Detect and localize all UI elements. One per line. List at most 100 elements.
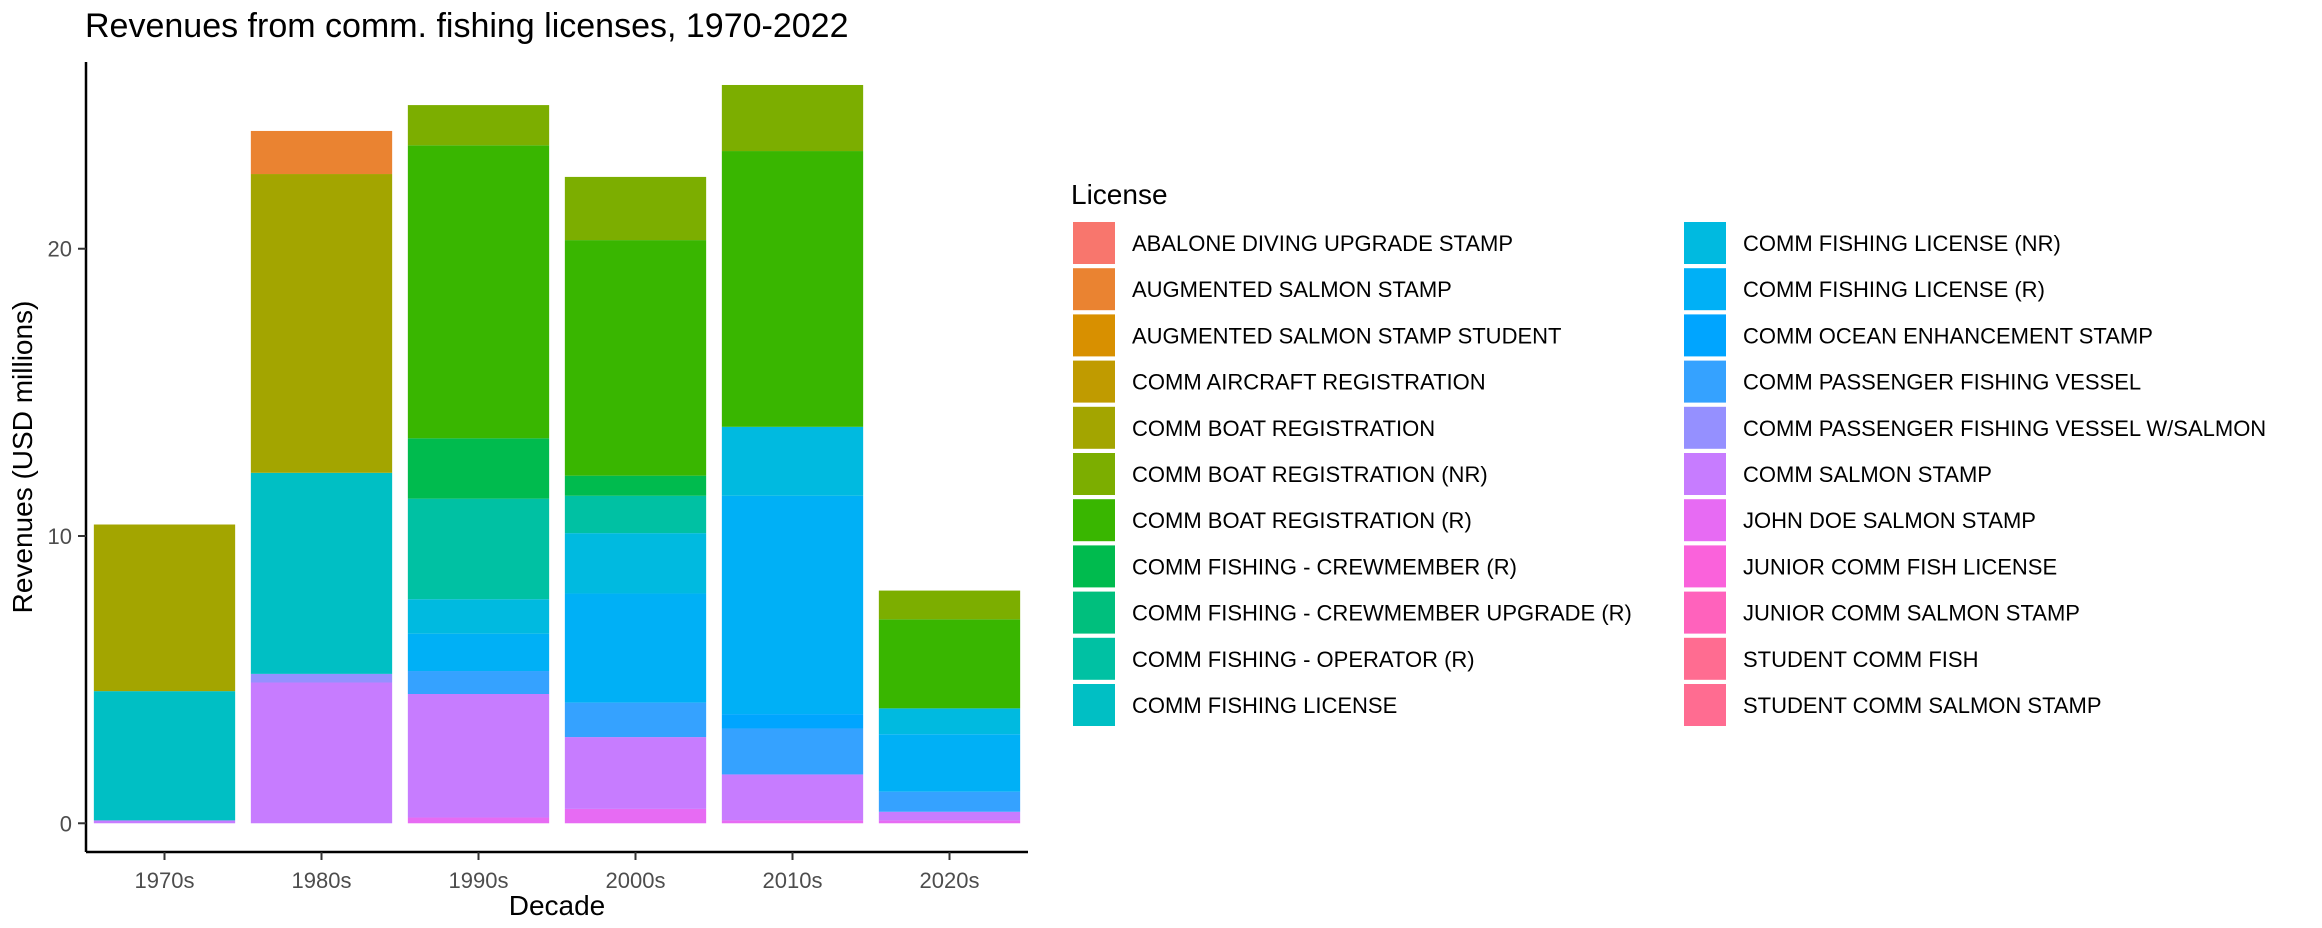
legend-swatch (1073, 268, 1115, 311)
legend-swatch (1073, 591, 1115, 634)
bar-segment (564, 240, 707, 476)
legend-items: ABALONE DIVING UPGRADE STAMP AUGMENTED SA… (1073, 222, 2266, 726)
bar-segment (407, 145, 550, 439)
legend-swatch (1073, 545, 1115, 588)
bar-segment (878, 590, 1021, 620)
bar-segment (721, 714, 864, 729)
legend-label: COMM AIRCRAFT REGISTRATION (1132, 370, 1486, 395)
bar-segment (721, 820, 864, 824)
x-tick-label: 2010s (763, 868, 823, 893)
legend-swatch (1073, 637, 1115, 680)
legend-swatch (1073, 222, 1115, 264)
bar-segment (250, 673, 393, 683)
legend-label: COMM FISHING LICENSE (1132, 693, 1397, 718)
legend-label: COMM PASSENGER FISHING VESSEL (1743, 370, 2141, 395)
legend-swatch (1073, 360, 1115, 403)
bar-segment (878, 734, 1021, 792)
y-tick-label: 0 (60, 811, 72, 836)
legend-swatch (1684, 314, 1726, 357)
legend-swatch (1684, 222, 1726, 264)
bars-layer (93, 84, 1021, 824)
bar-segment (93, 820, 236, 824)
bar-segment (564, 475, 707, 496)
legend-label: COMM OCEAN ENHANCEMENT STAMP (1743, 323, 2153, 348)
legend-label: COMM SALMON STAMP (1743, 462, 1992, 487)
legend-swatch (1684, 545, 1726, 588)
legend-label: JUNIOR COMM FISH LICENSE (1743, 554, 2057, 579)
bar-segment (250, 174, 393, 473)
legend-swatch (1684, 499, 1726, 542)
legend-label: STUDENT COMM SALMON STAMP (1743, 693, 2102, 718)
bar-segment (564, 495, 707, 534)
x-axis-title: Decade (509, 890, 606, 921)
bar-segment (93, 691, 236, 821)
legend-label: COMM PASSENGER FISHING VESSEL W/SALMON (1743, 416, 2266, 441)
legend-swatch (1684, 684, 1726, 726)
x-tick-label: 2020s (920, 868, 980, 893)
bar-segment (564, 737, 707, 809)
legend-swatch (1684, 637, 1726, 680)
y-axis-title: Revenues (USD millions) (7, 301, 38, 614)
bar-segment (407, 105, 550, 146)
x-tick-label: 1980s (292, 868, 352, 893)
bar-segment (721, 495, 864, 715)
bar-segment (407, 498, 550, 600)
bar-segment (721, 151, 864, 427)
legend-swatch (1684, 268, 1726, 311)
bar-segment (878, 811, 1021, 821)
legend-swatch (1073, 684, 1115, 726)
bar-segment (564, 593, 707, 703)
legend-label: AUGMENTED SALMON STAMP (1132, 277, 1452, 302)
bar-segment (564, 176, 707, 241)
bar-segment (721, 774, 864, 821)
legend-swatch (1073, 499, 1115, 542)
legend-label: COMM FISHING LICENSE (NR) (1743, 231, 2061, 256)
bar-segment (878, 708, 1021, 735)
bar-segment (93, 524, 236, 692)
bar-segment (564, 808, 707, 824)
bar-segment (250, 682, 393, 824)
y-ticks-layer: 0 10 20 (48, 237, 86, 836)
chart-title: Revenues from comm. fishing licenses, 19… (85, 7, 849, 45)
bar-segment (250, 472, 393, 674)
x-tick-label: 2000s (606, 868, 666, 893)
legend-label: JOHN DOE SALMON STAMP (1743, 508, 2036, 533)
legend-label: STUDENT COMM FISH (1743, 647, 1978, 672)
legend-swatch (1073, 314, 1115, 357)
legend-label: ABALONE DIVING UPGRADE STAMP (1132, 231, 1513, 256)
legend-label: COMM FISHING - CREWMEMBER UPGRADE (R) (1132, 601, 1632, 626)
bar-segment (564, 702, 707, 738)
legend-label: AUGMENTED SALMON STAMP STUDENT (1132, 323, 1561, 348)
y-tick-label: 20 (48, 237, 72, 262)
bar-segment (407, 438, 550, 499)
legend-label: COMM BOAT REGISTRATION (NR) (1132, 462, 1488, 487)
legend-label: COMM FISHING LICENSE (R) (1743, 277, 2045, 302)
legend-label: COMM FISHING - CREWMEMBER (R) (1132, 554, 1517, 579)
bar-segment (878, 791, 1021, 812)
legend-swatch (1684, 406, 1726, 449)
bar-segment (407, 671, 550, 694)
legend-swatch (1684, 360, 1726, 403)
legend-label: COMM FISHING - OPERATOR (R) (1132, 647, 1475, 672)
legend: License ABALONE DIVING UPGRADE STAMP AUGM… (1071, 179, 2266, 726)
legend-title: License (1071, 179, 1168, 210)
bar-segment (407, 633, 550, 672)
bar-segment (721, 728, 864, 775)
legend-label: COMM BOAT REGISTRATION (1132, 416, 1435, 441)
x-tick-label: 1990s (449, 868, 509, 893)
legend-swatch (1684, 591, 1726, 634)
bar-segment (721, 84, 864, 152)
bar-segment (878, 619, 1021, 709)
bar-segment (878, 820, 1021, 824)
legend-swatch (1073, 453, 1115, 495)
y-tick-label: 10 (48, 524, 72, 549)
bar-segment (407, 599, 550, 634)
x-tick-label: 1970s (135, 868, 195, 893)
legend-label: JUNIOR COMM SALMON STAMP (1743, 601, 2080, 626)
bar-segment (721, 426, 864, 496)
bar-segment (250, 130, 393, 175)
bar-segment (407, 817, 550, 824)
bar-segment (407, 694, 550, 818)
legend-swatch (1073, 406, 1115, 449)
